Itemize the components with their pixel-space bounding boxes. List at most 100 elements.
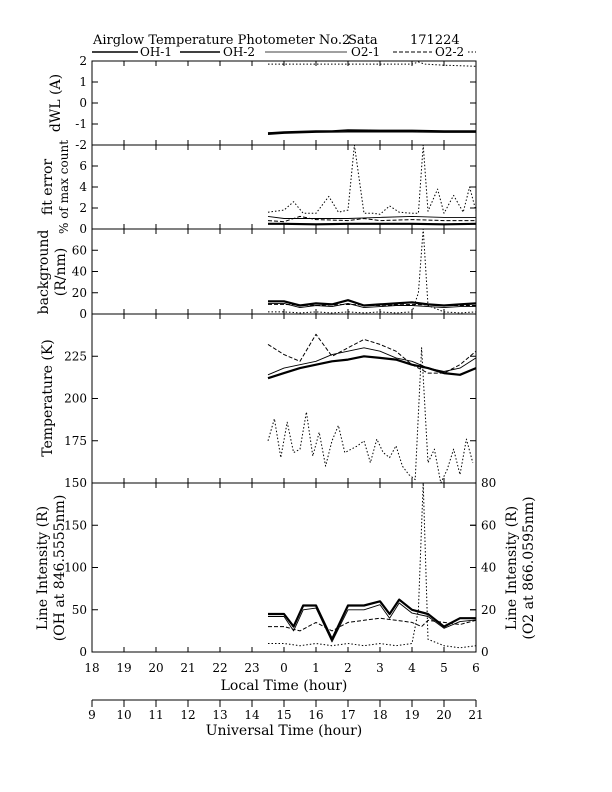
ylabel-fit-error-line1: fit error [40,159,56,216]
ytick-label-dwl-4: -2 [75,138,87,152]
xtick-local-label-11: 5 [440,661,448,675]
xtick-universal-label-7: 16 [308,708,323,722]
xtick-local-label-9: 3 [376,661,384,675]
panel-dwl: 2 1 0 -1 -2 [75,54,477,152]
ytick-right-label-0: 80 [481,476,496,490]
ytick-label-fit-error-0: 6 [79,159,87,173]
series-dwl-o2-2 [268,61,477,67]
legend: OH-1 OH-2 O2-1 O2-2 [92,45,476,59]
ylabel-fit-error-line2: % of max count [57,140,71,234]
series-line-intensity-o2-1 [268,617,477,632]
xtick-universal-label-4: 13 [212,708,227,722]
ylabel-background-line2: (R/nm) [53,248,69,296]
ylabel-right-intensity-line1: Line Intensity (R) [504,506,520,630]
xtick-universal-label-12: 21 [468,708,483,722]
xtick-universal-label-6: 15 [276,708,291,722]
series-dwl-oh-2 [267,131,476,135]
ytick-label-background-1: 40 [72,265,87,279]
panel-background: 60 40 20 0 [72,228,477,321]
ylabel-temperature: Temperature (K) [40,339,56,457]
xtick-universal-label-11: 20 [436,708,451,722]
panel-background-series [268,228,477,314]
ytick-right-label-4: 0 [481,645,489,659]
xtick-universal-label-10: 19 [404,708,419,722]
ytick-label-temperature-0: 225 [64,349,87,363]
series-temperature-oh-1 [267,355,477,380]
x-axis-local-ticks: 18 19 20 21 22 23 0 1 2 3 4 5 6 [84,661,479,675]
xtick-universal-label-1: 10 [116,708,131,722]
ytick-label-fit-error-3: 0 [79,222,87,236]
legend-label-o2-1: O2-1 [351,45,380,59]
xtick-local-label-5: 23 [244,661,259,675]
title-site: Sata [348,33,378,48]
ytick-label-background-3: 0 [79,307,87,321]
panel-dwl-ticks: 2 1 0 -1 -2 [75,54,477,152]
ytick-label-dwl-2: 0 [79,96,87,110]
xtick-local-label-7: 1 [312,661,320,675]
ylabel-dwl: dWL (A) [48,74,64,132]
title-instrument: Airglow Temperature Photometer No.2 [92,33,350,48]
series-line-intensity-oh-1 [268,598,476,641]
ytick-label-line-intensity-2: 50 [72,603,87,617]
title-date: 171224 [410,33,460,48]
series-fit-error-o2-1 [267,215,476,223]
xtick-universal-label-2: 11 [148,708,163,722]
x-axis-universal-ticks: 9 10 11 12 13 14 15 16 17 18 19 20 21 [88,700,484,722]
xtick-universal-label-0: 9 [88,708,96,722]
xtick-universal-label-5: 14 [244,708,260,722]
panel-background-ticks: 60 40 20 0 [72,229,477,321]
series-temperature-oh-2 [267,347,477,376]
series-background-oh-2 [268,302,476,309]
panel-dwl-series [267,61,477,135]
panel-line-intensity: 150 100 50 0 80 60 40 20 0 [64,476,496,659]
panel-temperature: 225 200 175 150 [64,313,477,490]
ytick-label-dwl-1: 1 [79,75,87,89]
ytick-label-line-intensity-0: 150 [64,518,87,532]
ytick-label-fit-error-1: 4 [79,180,87,194]
ylabel-intensity-line2: (OH at 846.5555nm) [52,495,68,642]
ytick-label-fit-error-2: 2 [79,201,87,215]
series-fit-error-oh-1 [268,222,477,226]
ylabel-background-line1: background [36,230,52,315]
panel-temperature-frame [91,313,477,484]
xtick-local-label-6: 0 [280,661,288,675]
ytick-label-temperature-1: 200 [64,392,87,406]
ylabel-intensity-line1: Line Intensity (R) [35,506,51,630]
ytick-label-temperature-3: 150 [64,476,87,490]
ytick-label-line-intensity-3: 0 [79,645,87,659]
xtick-universal-label-9: 18 [372,708,387,722]
ytick-right-label-3: 20 [481,603,496,617]
xtick-local-label-8: 2 [344,661,352,675]
xtick-local-label-12: 6 [472,661,480,675]
xtick-universal-label-8: 17 [340,708,355,722]
panel-fit-error-series [267,144,477,226]
ytick-label-line-intensity-1: 100 [64,561,87,575]
xlabel-local: Local Time (hour) [221,678,348,694]
series-background-o2-1 [268,303,476,306]
series-fit-error-oh-2 [267,215,476,219]
ytick-right-label-2: 40 [481,561,496,575]
panel-temperature-ticks: 225 200 175 150 [64,314,477,490]
ytick-right-label-1: 60 [481,518,496,532]
ytick-label-background-0: 60 [72,243,87,257]
xlabel-universal: Universal Time (hour) [206,723,363,739]
panel-fit-error-ticks: 6 4 2 0 [79,145,477,236]
series-temperature-o2-1 [267,333,477,374]
legend-label-oh-1: OH-1 [140,45,172,59]
xtick-universal-label-3: 12 [180,708,195,722]
ytick-label-dwl-3: -1 [75,117,87,131]
series-line-intensity-o2-2 [268,482,477,649]
panel-line-intensity-ticks: 150 100 50 0 80 60 40 20 0 [64,476,496,659]
series-fit-error-o2-2 [267,144,477,215]
xtick-local-label-4: 22 [212,661,227,675]
legend-label-o2-2: O2-2 [435,45,464,59]
xtick-local-label-0: 18 [84,661,99,675]
xtick-local-label-2: 20 [148,661,163,675]
series-line-intensity-oh-2 [268,602,477,643]
xtick-local-label-10: 4 [408,661,416,675]
legend-label-oh-2: OH-2 [223,45,255,59]
ytick-label-background-2: 20 [72,286,87,300]
ylabel-right-intensity-line2: (O2 at 866.0595nm) [521,496,537,639]
series-background-o2-2 [268,228,477,314]
